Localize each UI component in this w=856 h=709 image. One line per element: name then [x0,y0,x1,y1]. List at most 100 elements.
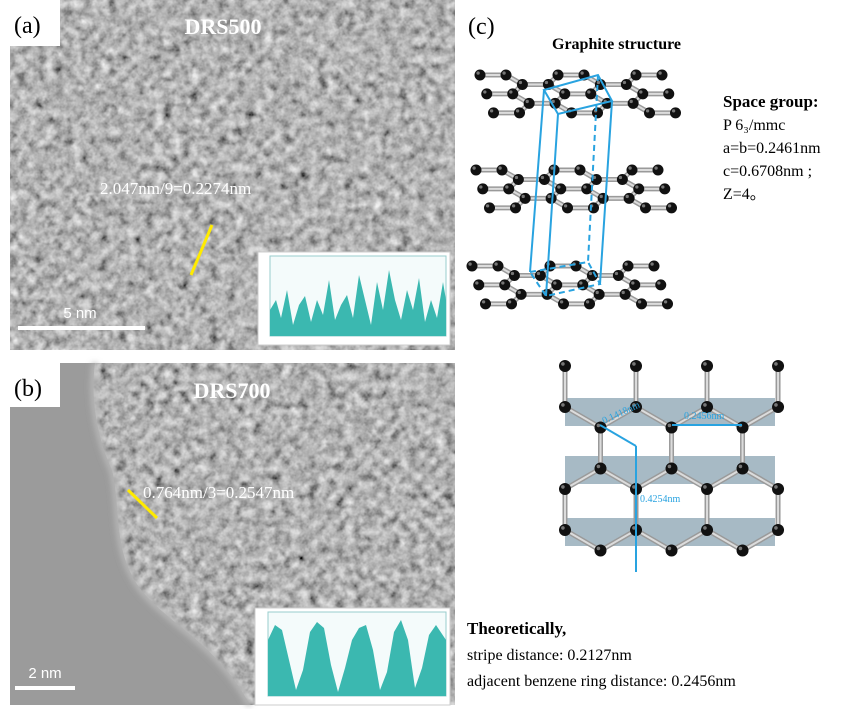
atom-highlight [561,90,564,93]
atom-highlight [476,71,479,74]
atom [595,545,607,557]
atom [663,88,674,99]
atom [584,298,595,309]
atom [653,165,664,176]
atom-highlight [630,100,633,103]
atom-highlight [475,281,478,284]
atom [559,483,571,495]
theory-line: adjacent benzene ring distance: 0.2456nm [467,673,736,690]
atom-highlight [597,424,601,428]
atom [666,202,677,213]
atom [503,183,514,194]
atom-highlight [511,272,514,275]
atom-highlight [550,166,553,169]
atom [559,88,570,99]
atom-highlight [502,71,505,74]
atom-highlight [579,281,582,284]
atom [633,183,644,194]
atom-highlight [703,526,707,530]
atom-highlight [626,195,629,198]
atom-highlight [623,81,626,84]
atom-highlight [505,185,508,188]
atom-highlight [631,281,634,284]
atom-highlight [508,300,511,303]
atom [520,193,531,204]
atom [620,289,631,300]
atom-highlight [597,465,601,469]
atom [559,360,571,372]
atom [640,202,651,213]
atom [666,545,678,557]
atom-highlight [600,195,603,198]
atom-highlight [557,185,560,188]
atom [637,88,648,99]
atom [581,183,592,194]
structure-title: Graphite structure [552,36,681,53]
atom-highlight [703,362,707,366]
atom-highlight [657,281,660,284]
atom-highlight [668,424,672,428]
atom-highlight [560,300,563,303]
atom-highlight [665,90,668,93]
theory-line: stripe distance: 0.2127nm [467,647,632,664]
atom [631,70,642,81]
atom [513,174,524,185]
graphite-3d [467,70,682,310]
atom [670,107,681,118]
atom [629,279,640,290]
atom [562,202,573,213]
atom [551,279,562,290]
atom [624,193,635,204]
atom-highlight [583,185,586,188]
atom [539,174,550,185]
atom [666,463,678,475]
atom-highlight [545,81,548,84]
atom [477,183,488,194]
atom-highlight [774,485,778,489]
atom-highlight [490,109,493,112]
atom [514,107,525,118]
atom [649,261,660,272]
atom-highlight [615,272,618,275]
atom-highlight [522,195,525,198]
atom [644,107,655,118]
atom-highlight [622,291,625,294]
atom [621,79,632,90]
atom-highlight [553,281,556,284]
atom [585,88,596,99]
atom-highlight [541,176,544,179]
atom [737,463,749,475]
micrograph-a: (a) DRS500 2.047nm/9=0.2274nm 5 nm [10,0,455,350]
atom [657,70,668,81]
atom [545,261,556,272]
atom [559,524,571,536]
atom-highlight [635,185,638,188]
atom [737,545,749,557]
atom-highlight [668,465,672,469]
atom-highlight [587,90,590,93]
atom-highlight [479,185,482,188]
atom-highlight [468,262,471,265]
atom-highlight [483,90,486,93]
sample-title: DRS500 [184,14,261,39]
measurement: 2.047nm/9=0.2274nm [100,179,251,198]
atom-highlight [561,485,565,489]
atom-highlight [482,300,485,303]
atom [613,270,624,281]
atom-highlight [486,204,489,207]
atom [571,261,582,272]
atom [481,88,492,99]
atom [617,174,628,185]
atom-highlight [512,204,515,207]
atom-highlight [597,547,601,551]
atom-highlight [596,291,599,294]
atom [546,193,557,204]
atom [510,202,521,213]
theory-heading: Theoretically, [467,619,566,638]
micrograph-b: (b) DRS700 0.764nm/3=0.2547nm 2 nm [10,363,455,705]
atom [701,483,713,495]
atom-highlight [632,71,635,74]
atom-highlight [548,195,551,198]
atom-highlight [664,300,667,303]
atom-highlight [576,166,579,169]
